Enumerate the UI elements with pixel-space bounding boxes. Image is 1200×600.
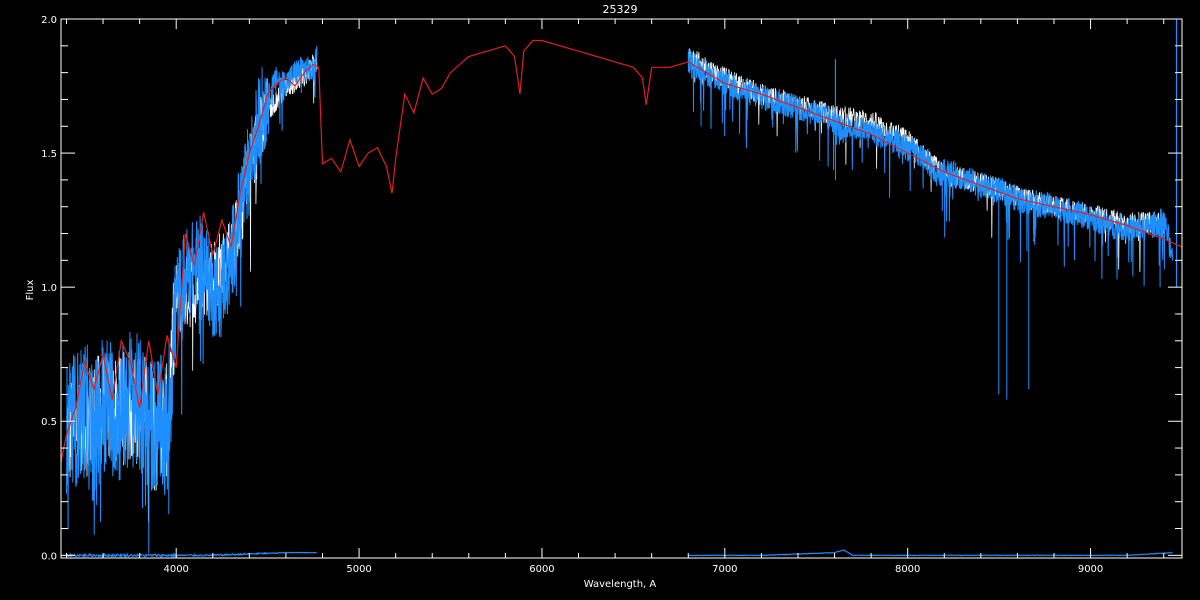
x-tick-label: 6000 [529,564,554,575]
series-layer [60,19,1183,559]
error-spectrum-line-0 [66,551,317,559]
y-axis-label: Flux [25,280,36,301]
y-tick-label: 0.5 [41,417,57,428]
x-tick-label: 9000 [1078,564,1103,575]
x-tick-label: 4000 [163,564,188,575]
x-tick-label: 7000 [712,564,737,575]
x-tick-label: 8000 [895,564,920,575]
chart-title: 25329 [603,3,638,16]
x-axis-label: Wavelength, A [584,579,657,590]
axes-layer: 4000 5000 6000 7000 8000 9000 0.0 0.5 1.0 1.5 2.0 [41,15,1183,575]
y-tick-label: 1.5 [41,149,57,160]
y-tick-label: 2.0 [41,15,57,26]
error-spectrum-line-1 [687,549,1173,557]
plot-frame [60,18,1183,559]
observed-spectrum-line-1 [687,48,1174,286]
y-tick-label: 1.0 [41,283,57,294]
x-tick-label: 5000 [346,564,371,575]
model-spectrum-line [60,39,1183,462]
y-tick-label: 0.0 [41,551,57,562]
